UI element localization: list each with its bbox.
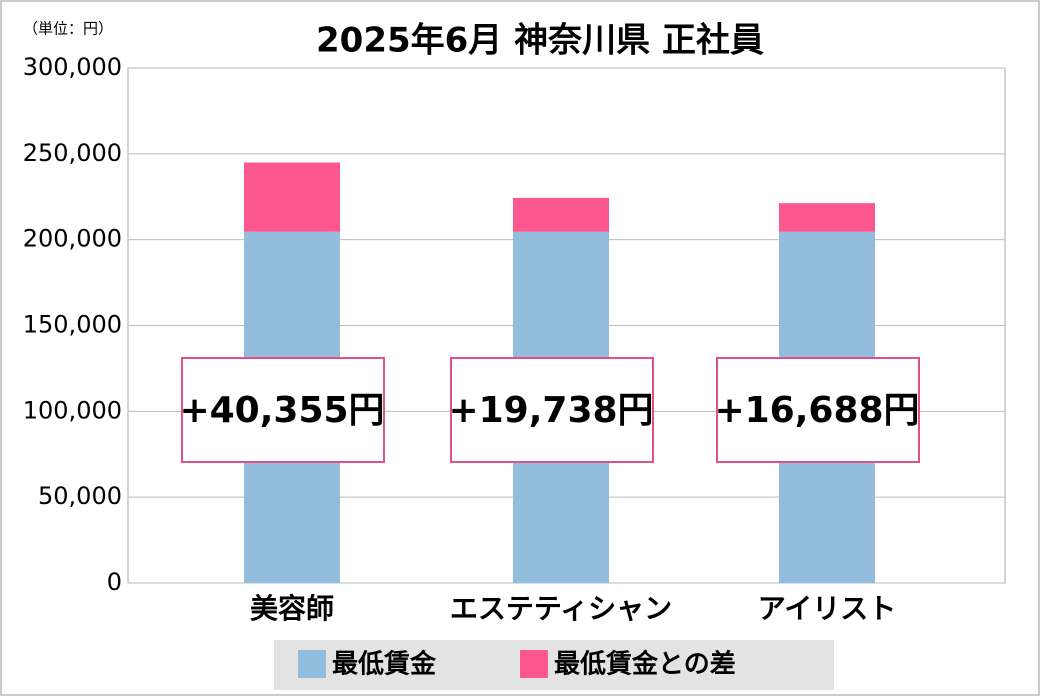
legend-label: 最低賃金 [332, 649, 437, 680]
y-tick-label: 150,000 [23, 311, 122, 339]
bar-segment [779, 203, 875, 232]
y-tick-label: 300,000 [23, 53, 122, 81]
legend-swatch [520, 650, 548, 678]
legend-box [274, 640, 834, 690]
value-label-box [716, 357, 920, 463]
x-tick-label: エステティシャン [450, 592, 672, 625]
bar-segment [244, 162, 340, 232]
y-tick-label: 50,000 [38, 482, 122, 510]
y-tick-label: 250,000 [23, 139, 122, 167]
value-label: +19,738円 [448, 390, 653, 431]
unit-note: （単位：円） [23, 20, 113, 38]
chart-title: 2025年6月 神奈川県 正社員 [316, 21, 764, 61]
value-label-box [181, 357, 385, 463]
y-tick-label: 200,000 [23, 225, 122, 253]
value-label: +40,355円 [179, 390, 384, 431]
legend-label: 最低賃金との差 [554, 649, 736, 680]
bar-segment [513, 197, 609, 232]
y-tick-label: 0 [107, 568, 122, 596]
value-label: +16,688円 [714, 390, 919, 431]
value-label-box [450, 357, 654, 463]
x-tick-label: アイリスト [758, 592, 897, 625]
x-tick-label: 美容師 [250, 592, 334, 625]
legend-swatch [298, 650, 326, 678]
y-tick-label: 100,000 [23, 396, 122, 424]
